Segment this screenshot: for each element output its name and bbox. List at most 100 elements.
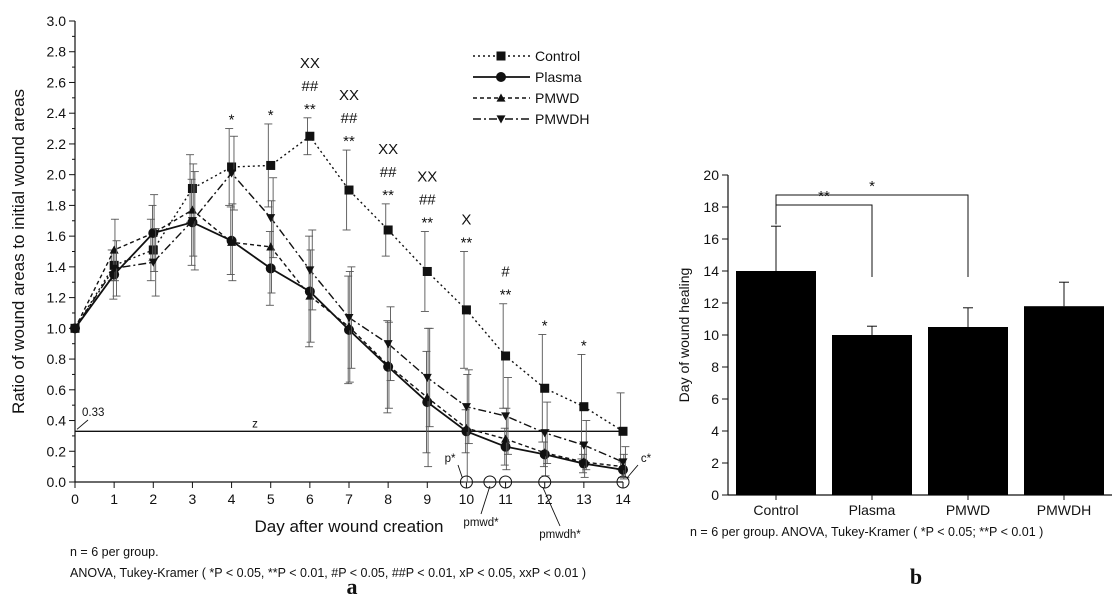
significance-mark: * (542, 317, 548, 334)
x-tick-label: 9 (423, 491, 431, 507)
x-tick-label: 14 (615, 491, 631, 507)
y-tick-label: 0.8 (47, 351, 67, 367)
data-point-pmwdh (70, 324, 80, 333)
b-footnote: n = 6 per group. ANOVA, Tukey-Kramer ( *… (690, 525, 1043, 539)
data-point-control (579, 402, 589, 412)
healing-marker-extra (499, 475, 513, 489)
y-tick-label: 2.8 (47, 44, 67, 60)
significance-mark: # (501, 264, 510, 281)
healing-arrow (457, 464, 463, 479)
b-y-tick-label: 16 (703, 231, 719, 247)
y-tick-label: 0.4 (47, 413, 67, 429)
y-tick-label: 2.6 (47, 74, 67, 90)
data-point-control (344, 185, 354, 195)
healing-marker-c (616, 475, 630, 489)
y-tick-label: 0.2 (47, 443, 67, 459)
data-point-control (618, 426, 628, 436)
data-point-pmwdh (579, 441, 589, 450)
bar-plasma (832, 335, 912, 495)
chart-a-wound-area-ratio: 0.0 0.2 0.4 0.6 0.8 1.0 1.2 1.4 1.6 1.8 2.0 2.2 2.4 2… (9, 13, 652, 594)
x-axis-title: Day after wound creation (255, 517, 444, 536)
y-tick-label: 0.0 (47, 474, 67, 490)
data-point-control (422, 266, 432, 276)
data-point-pmwdh (266, 214, 276, 223)
legend-label-control: Control (535, 48, 580, 64)
healing-label-c: c* (641, 453, 652, 465)
healing-marker-pmwdh (538, 475, 552, 489)
b-y-tick-label: 14 (703, 263, 719, 279)
reference-value-label: 0.33 (82, 407, 104, 419)
footnote-line-1: n = 6 per group. (70, 545, 159, 559)
healing-label-pmwdh: pmwdh* (539, 529, 581, 541)
significance-mark: ## (380, 164, 397, 181)
reference-pointer (76, 419, 89, 430)
significance-mark: ## (341, 110, 358, 127)
significance-bracket (775, 204, 873, 277)
data-point-control (540, 383, 550, 393)
data-point-plasma (265, 263, 276, 274)
healing-label-pmwd: pmwd* (463, 517, 499, 529)
b-x-tick-label-plasma: Plasma (849, 502, 896, 518)
data-point-control (501, 351, 511, 361)
data-point-control (187, 183, 197, 193)
y-axis-title: Ratio of wound areas to initial wound ar… (9, 89, 28, 414)
significance-mark: ** (304, 101, 316, 118)
significance-mark: ** (382, 187, 394, 204)
data-point-pmwdh (148, 258, 158, 267)
y-tick-label: 2.2 (47, 136, 67, 152)
series-pmwdh (70, 135, 630, 478)
x-tick-label: 4 (228, 491, 236, 507)
healing-arrow (542, 486, 561, 527)
significance-mark: ## (302, 78, 319, 95)
b-y-tick-label: 8 (711, 359, 719, 375)
legend-label-plasma: Plasma (535, 69, 582, 85)
data-point-pmwdh (540, 429, 550, 438)
significance-mark: ** (343, 133, 355, 150)
data-point-pmwdh (109, 264, 119, 273)
significance-mark: X (461, 212, 471, 229)
b-x-tick-label-pmwd: PMWD (946, 502, 990, 518)
data-point-control (305, 131, 315, 141)
data-point-pmwdh (461, 403, 471, 412)
significance-mark: ** (461, 235, 473, 252)
significance-mark: ** (500, 287, 512, 304)
x-tick-label: 3 (189, 491, 197, 507)
significance-bracket (775, 194, 969, 277)
data-point-pmwdh (227, 169, 237, 178)
legend-marker-control (496, 51, 506, 61)
data-point-pmwd (187, 205, 197, 214)
data-point-pmwdh (501, 412, 511, 421)
data-point-control (148, 245, 158, 255)
healing-marker-pmwd (483, 475, 497, 489)
significance-mark: XX (339, 87, 359, 104)
data-point-pmwdh (422, 373, 432, 383)
data-point-pmwdh (187, 217, 197, 226)
b-y-tick-label: 20 (703, 167, 719, 183)
reference-line-label: z (252, 418, 258, 430)
x-tick-label: 13 (576, 491, 592, 507)
healing-marker-p (459, 475, 473, 489)
data-point-pmwdh (305, 266, 315, 275)
data-point-control (383, 225, 393, 235)
y-tick-label: 2.4 (47, 105, 67, 121)
b-y-tick-label: 18 (703, 199, 719, 215)
y-tick-label: 3.0 (47, 13, 67, 29)
data-point-pmwd (501, 434, 511, 443)
bar-control (736, 271, 816, 495)
significance-mark: XX (378, 141, 398, 158)
significance-mark: ## (419, 192, 436, 209)
legend-label-pmwd: PMWD (535, 90, 579, 106)
y-tick-label: 1.6 (47, 228, 67, 244)
b-x-tick-label-control: Control (753, 502, 798, 518)
panel-label-a: a (347, 574, 358, 594)
legend-label-pmwdh: PMWDH (535, 111, 589, 127)
b-y-tick-label: 10 (703, 327, 719, 343)
y-tick-label: 1.0 (47, 320, 67, 336)
significance-mark: * (581, 337, 587, 354)
legend: Control Plasma PMWD PMWDH (473, 48, 589, 127)
b-y-tick-label: 4 (711, 423, 719, 439)
series-control (70, 117, 628, 471)
data-point-pmwdh (344, 313, 354, 323)
panel-label-b: b (910, 564, 922, 589)
